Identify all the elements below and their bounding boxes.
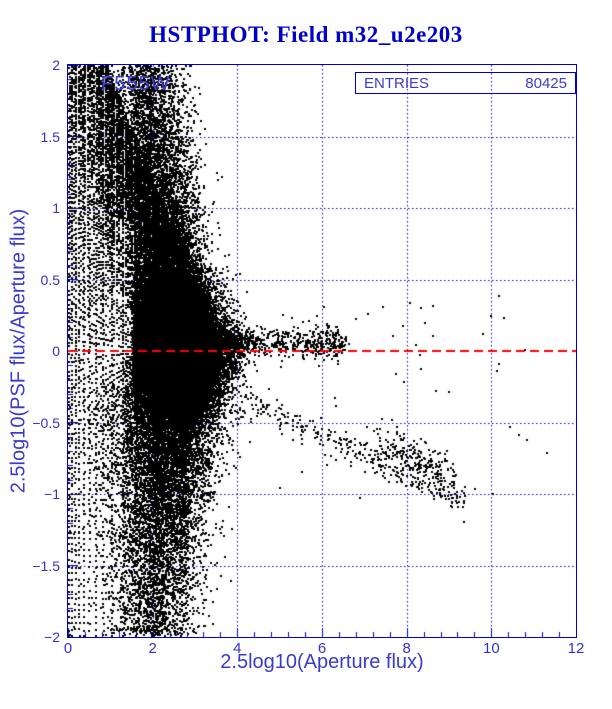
x-tick-label: 4: [233, 640, 242, 657]
plot-frame: F555W ENTRIES 80425: [67, 64, 577, 638]
y-tick-label: −2: [44, 629, 60, 645]
y-tick-label: −0.5: [32, 414, 60, 431]
x-tick-label: 6: [317, 640, 327, 657]
y-tick-label: 2: [52, 57, 60, 73]
entries-value: 80425: [525, 74, 567, 92]
filter-label: F555W: [101, 73, 171, 95]
y-tick-label: 1: [52, 200, 60, 216]
x-tick-label: 10: [482, 640, 500, 657]
x-axis-title: 2.5log10(Aperture flux): [220, 651, 424, 673]
entries-stats-box: ENTRIES 80425: [355, 72, 576, 94]
y-tick-label: −1: [44, 486, 60, 502]
x-tick-label: 0: [63, 640, 73, 657]
page-title: HSTPHOT: Field m32_u2e203: [149, 22, 463, 47]
y-axis-title: 2.5log10(PSF flux/Aperture flux): [7, 208, 30, 494]
y-tick-label: 1.5: [40, 128, 60, 145]
x-tick-label: 12: [567, 640, 585, 657]
entries-label: ENTRIES: [364, 74, 430, 92]
y-tick-label: 0.5: [40, 271, 60, 288]
scatter-plot-canvas: [68, 65, 576, 637]
y-tick-label: −1.5: [32, 557, 60, 574]
y-tick-label: 0: [52, 343, 60, 359]
x-tick-label: 2: [148, 640, 157, 657]
x-tick-label: 8: [402, 640, 411, 657]
